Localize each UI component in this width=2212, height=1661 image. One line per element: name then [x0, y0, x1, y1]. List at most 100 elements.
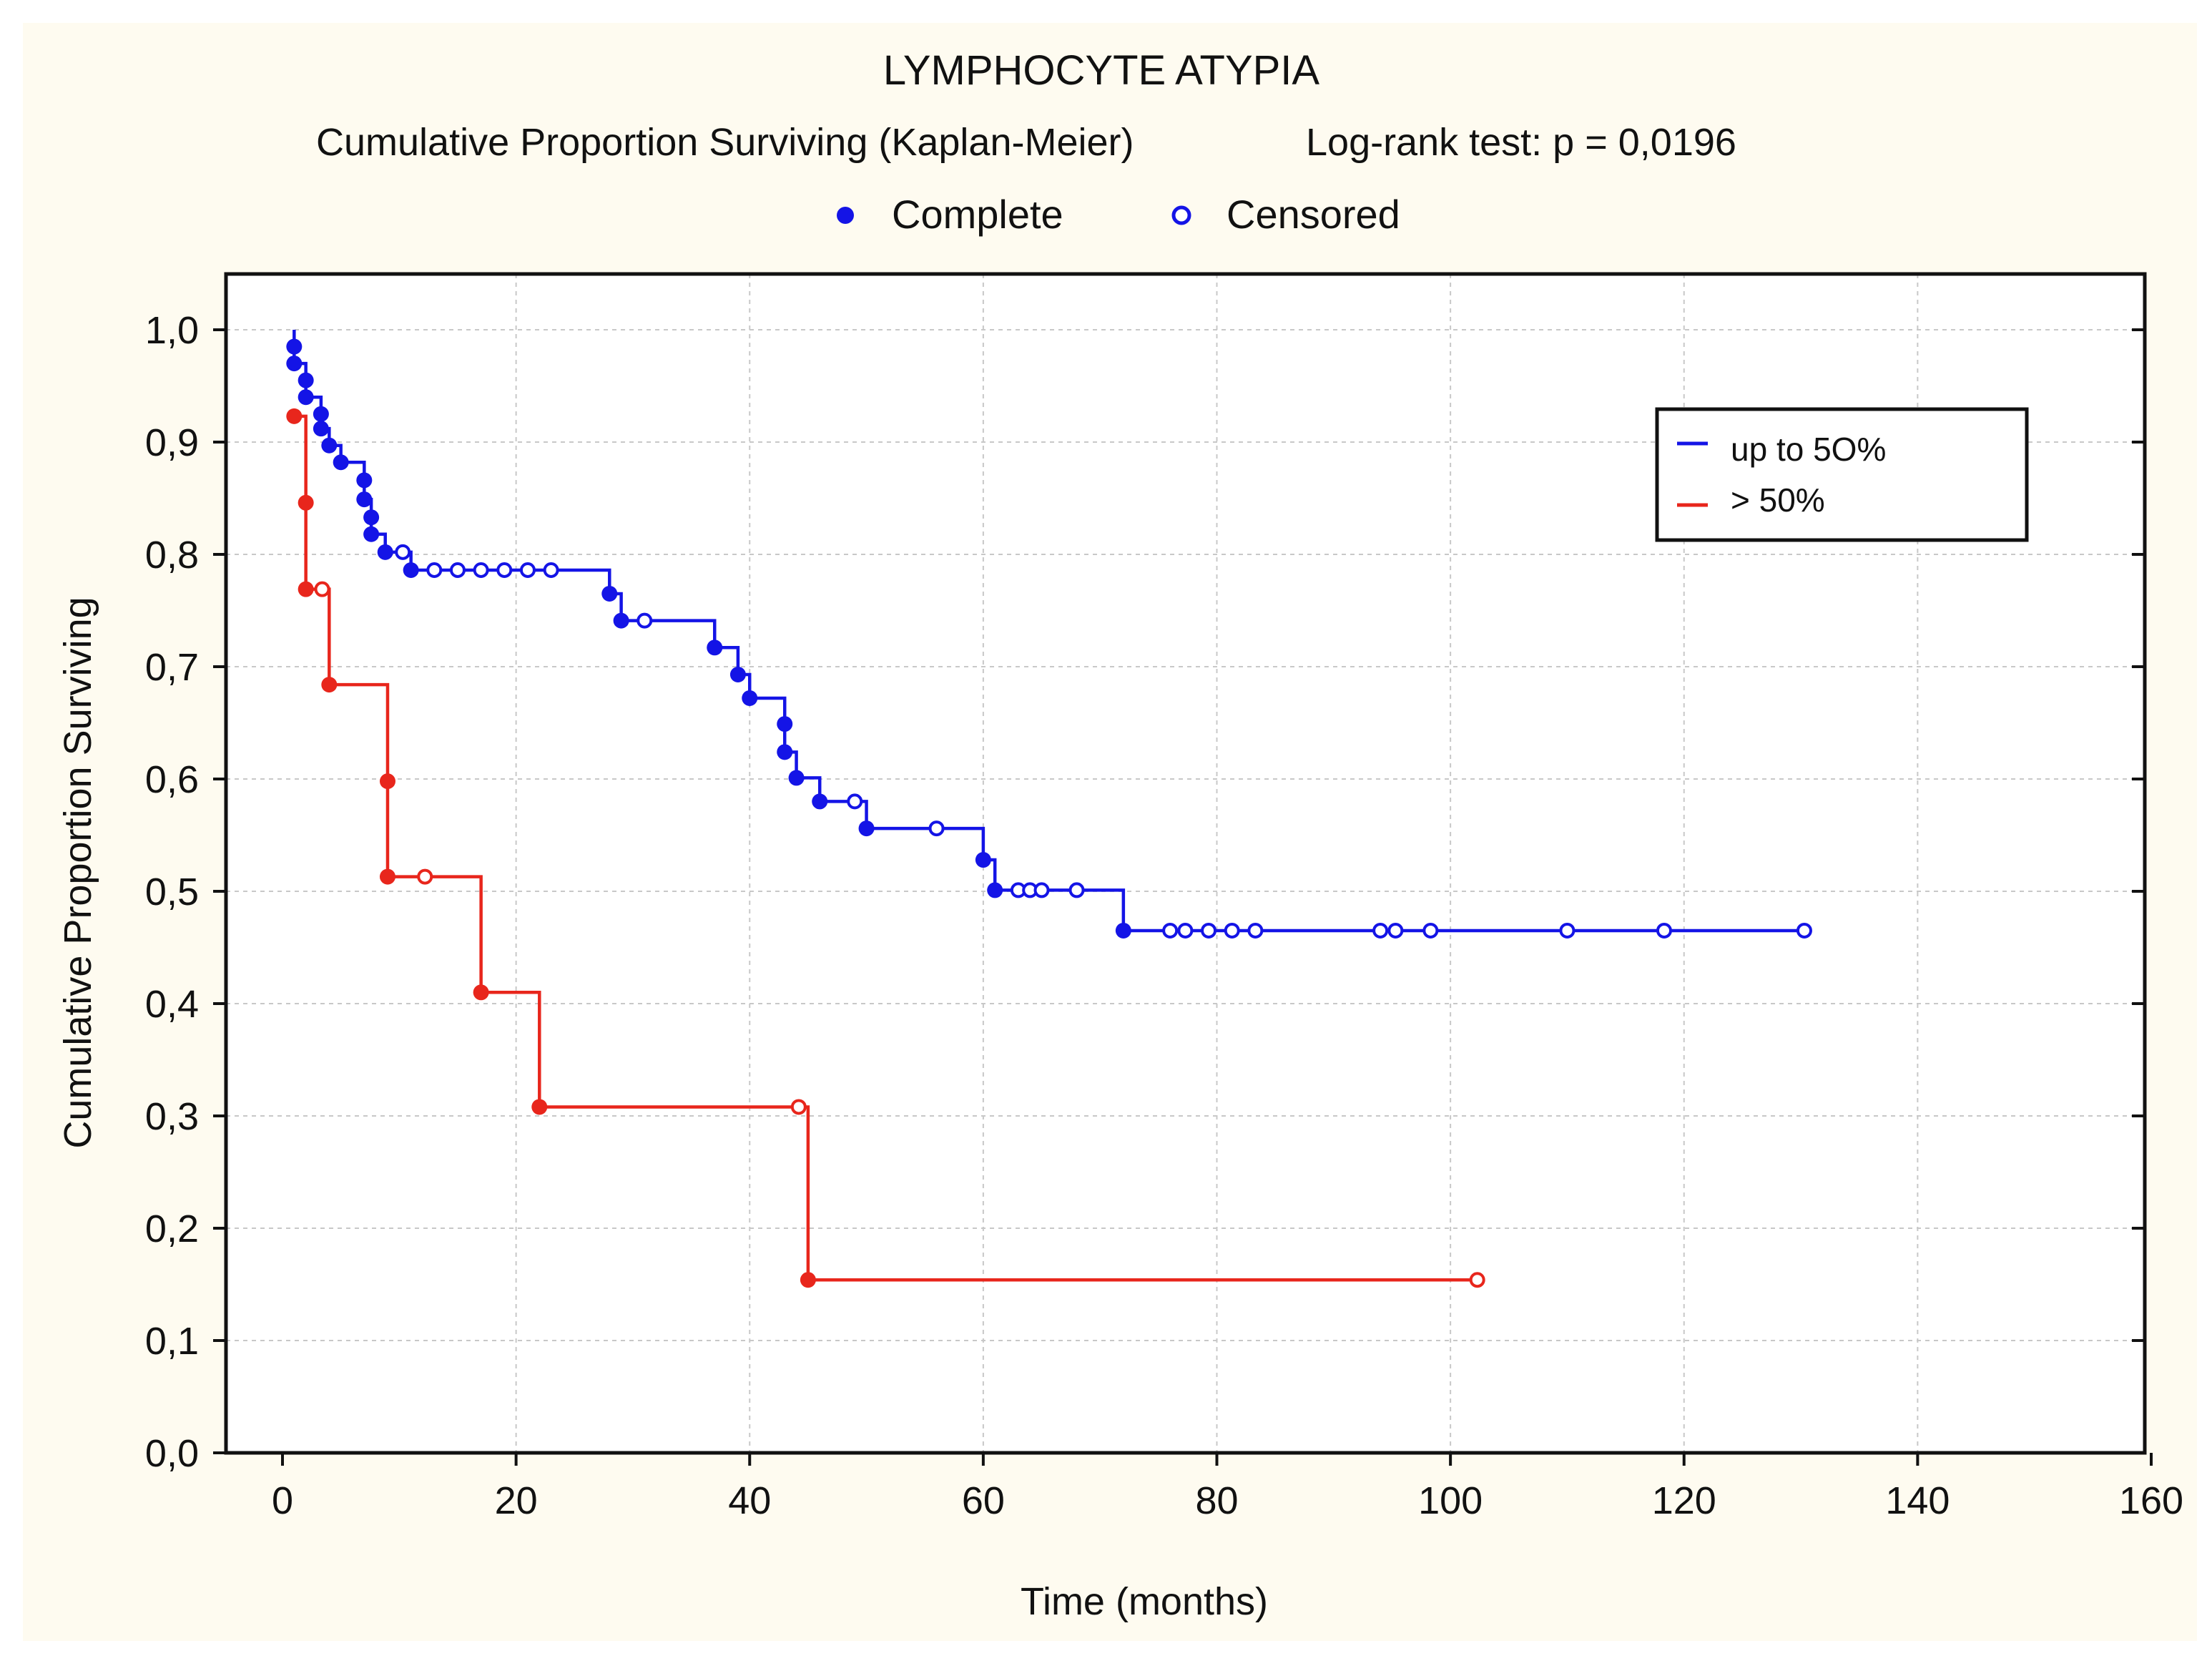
x-tick-label: 120: [1652, 1479, 1716, 1522]
event-point-up-to-50: [987, 882, 1003, 898]
event-point-over-50: [800, 1272, 816, 1288]
event-point-up-to-50: [363, 526, 380, 542]
plot-frame: [224, 272, 2147, 1455]
x-tick-label: 20: [495, 1479, 538, 1522]
series-legend-box: [1655, 407, 2029, 542]
censored-point-up-to-50: [1224, 922, 1240, 939]
x-axis-label: Time (months): [1021, 1580, 1268, 1623]
event-point-up-to-50: [298, 372, 314, 388]
event-point-over-50: [298, 494, 314, 511]
event-point-up-to-50: [363, 509, 380, 526]
event-point-up-to-50: [356, 472, 373, 489]
censored-point-up-to-50: [1162, 922, 1179, 939]
event-point-over-50: [379, 773, 395, 790]
event-point-over-50: [321, 677, 338, 693]
event-point-up-to-50: [601, 585, 618, 602]
censored-point-over-50: [417, 868, 433, 885]
event-point-up-to-50: [1115, 922, 1131, 939]
censored-point-up-to-50: [395, 544, 411, 560]
event-point-up-to-50: [777, 716, 793, 732]
x-axis-ticks: 0 20 40 60 80 100 120 140 160: [272, 1453, 2183, 1522]
censored-point-up-to-50: [1387, 922, 1404, 939]
censored-point-up-to-50: [636, 612, 653, 629]
censored-point-up-to-50: [1559, 922, 1576, 939]
censored-point-up-to-50: [1201, 922, 1217, 939]
series-line-over-50: [294, 414, 1478, 1282]
x-tick-label: 160: [2119, 1479, 2183, 1522]
censored-point-over-50: [314, 581, 330, 597]
censored-point-up-to-50: [1372, 922, 1389, 939]
event-point-up-to-50: [403, 562, 419, 578]
censored-point-up-to-50: [847, 793, 863, 810]
legend-complete-label: Complete: [892, 192, 1063, 237]
event-point-up-to-50: [298, 389, 314, 406]
event-point-up-to-50: [975, 852, 991, 868]
legend-series-up-to-50-label: up to 5O%: [1731, 431, 1886, 468]
x-tick-label: 40: [728, 1479, 771, 1522]
event-point-up-to-50: [286, 356, 303, 372]
censored-point-up-to-50: [928, 820, 945, 837]
censored-point-up-to-50: [1796, 922, 1812, 939]
event-point-up-to-50: [788, 770, 805, 786]
event-point-up-to-50: [729, 666, 746, 682]
y-tick-label: 0,0: [145, 1432, 199, 1475]
y-tick-label: 0,4: [145, 983, 199, 1026]
event-point-up-to-50: [313, 421, 329, 437]
x-tick-label: 100: [1418, 1479, 1483, 1522]
censored-point-up-to-50: [543, 562, 559, 578]
chart-title: LYMPHOCYTE ATYPIA: [883, 47, 1320, 94]
event-point-up-to-50: [742, 690, 758, 706]
x-tick-label: 60: [962, 1479, 1005, 1522]
censored-point-over-50: [790, 1099, 807, 1115]
chart-subtitle-method: Cumulative Proportion Surviving (Kaplan-…: [316, 121, 1134, 164]
x-tick-label: 140: [1885, 1479, 1950, 1522]
x-tick-label: 80: [1195, 1479, 1238, 1522]
censored-point-over-50: [1469, 1272, 1485, 1288]
legend-censored-label: Censored: [1227, 192, 1400, 237]
y-tick-label: 0,7: [145, 646, 199, 689]
censored-point-up-to-50: [496, 562, 513, 578]
y-tick-label: 0,3: [145, 1095, 199, 1138]
event-point-up-to-50: [377, 544, 393, 560]
censored-point-up-to-50: [1033, 882, 1050, 898]
censored-point-up-to-50: [1247, 922, 1264, 939]
event-point-up-to-50: [286, 338, 303, 355]
y-tick-label: 0,1: [145, 1320, 199, 1363]
event-point-over-50: [379, 868, 395, 885]
x-tick-label: 0: [272, 1479, 293, 1522]
y-tick-label: 0,9: [145, 421, 199, 464]
event-point-over-50: [473, 984, 489, 1001]
series-layer: [286, 330, 1812, 1288]
event-point-up-to-50: [707, 640, 723, 656]
y-axis-ticks: 0,0 0,1 0,2 0,3 0,4 0,5 0,6 0,7 0,8 0,9 1,0: [145, 309, 2145, 1475]
censored-point-up-to-50: [426, 562, 443, 578]
event-point-up-to-50: [812, 793, 828, 810]
event-point-up-to-50: [858, 820, 875, 837]
grid-lines: [226, 274, 2145, 1453]
event-point-up-to-50: [356, 491, 373, 508]
event-point-over-50: [286, 408, 303, 424]
censored-point-up-to-50: [519, 562, 536, 578]
censored-point-up-to-50: [449, 562, 466, 578]
censored-point-up-to-50: [1177, 922, 1194, 939]
legend-censored-marker: [1171, 205, 1191, 225]
censored-point-up-to-50: [1422, 922, 1439, 939]
event-point-up-to-50: [333, 454, 349, 471]
y-tick-label: 0,2: [145, 1207, 199, 1250]
legend-series-over-50-label: > 50%: [1731, 481, 1825, 519]
chart-subtitle-logrank: Log-rank test: p = 0,0196: [1306, 121, 1736, 164]
y-tick-label: 0,5: [145, 871, 199, 913]
event-point-up-to-50: [313, 406, 329, 422]
y-tick-label: 1,0: [145, 309, 199, 352]
event-point-up-to-50: [613, 612, 629, 629]
event-point-over-50: [531, 1099, 548, 1115]
legend-complete-marker: [837, 207, 854, 224]
censored-point-up-to-50: [1068, 882, 1085, 898]
y-axis-label: Cumulative Proportion Surviving: [56, 597, 99, 1148]
y-tick-label: 0,6: [145, 758, 199, 801]
event-point-up-to-50: [321, 437, 338, 454]
event-point-up-to-50: [777, 744, 793, 760]
censored-point-up-to-50: [1656, 922, 1672, 939]
censored-point-up-to-50: [473, 562, 489, 578]
